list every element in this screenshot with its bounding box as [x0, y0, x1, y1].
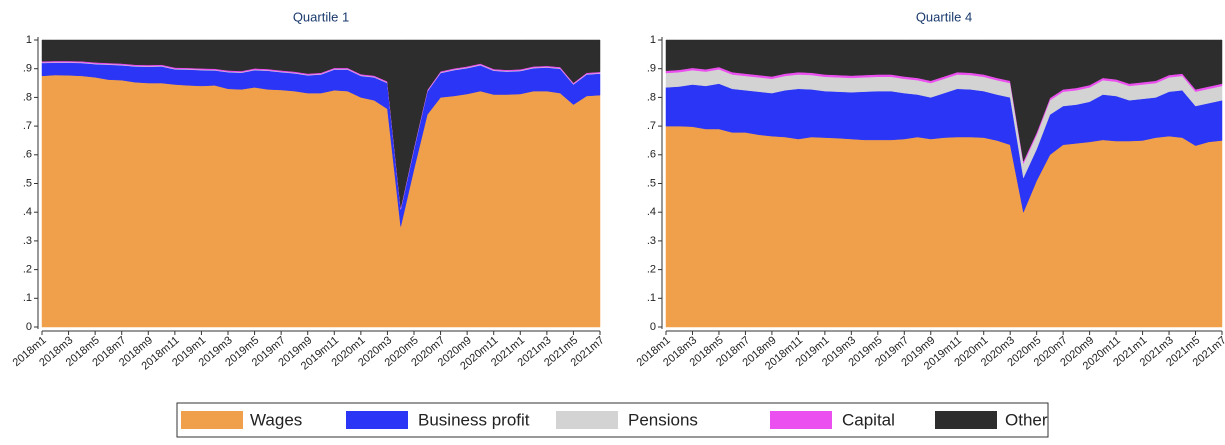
y-tick-label: .4 [647, 206, 656, 218]
legend-swatch [770, 411, 832, 429]
y-tick-label: .3 [23, 235, 32, 247]
y-tick-label: .6 [23, 149, 32, 161]
y-tick-label: .7 [647, 120, 656, 132]
area [665, 125, 1223, 328]
y-tick-label: .9 [23, 63, 32, 75]
legend-label: Other [1005, 410, 1048, 429]
legend-label: Wages [250, 410, 302, 429]
y-tick-label: .9 [647, 63, 656, 75]
y-tick-label: .5 [23, 177, 32, 189]
chart-title: Quartile 1 [293, 9, 349, 24]
y-tick-label: .2 [647, 264, 656, 276]
area [41, 74, 601, 328]
y-tick-label: .4 [23, 206, 32, 218]
y-tick-label: .2 [23, 264, 32, 276]
y-tick-label: .1 [23, 292, 32, 304]
y-tick-label: 0 [650, 321, 656, 333]
legend-label: Business profit [418, 410, 530, 429]
y-tick-label: .1 [647, 292, 656, 304]
y-tick-label: .7 [23, 120, 32, 132]
legend-swatch [346, 411, 408, 429]
area [41, 39, 601, 208]
legend-swatch [935, 411, 997, 429]
y-tick-label: .5 [647, 177, 656, 189]
y-tick-label: 0 [26, 321, 32, 333]
y-tick-label: .8 [647, 91, 656, 103]
y-tick-label: 1 [650, 34, 656, 46]
y-tick-label: .6 [647, 149, 656, 161]
y-tick-label: .8 [23, 91, 32, 103]
y-tick-label: .3 [647, 235, 656, 247]
legend-swatch [181, 411, 243, 429]
legend-swatch [556, 411, 618, 429]
y-tick-label: 1 [26, 34, 32, 46]
area [665, 39, 1223, 162]
legend-label: Pensions [628, 410, 698, 429]
chart-title: Quartile 4 [916, 9, 972, 24]
legend-label: Capital [842, 410, 895, 429]
